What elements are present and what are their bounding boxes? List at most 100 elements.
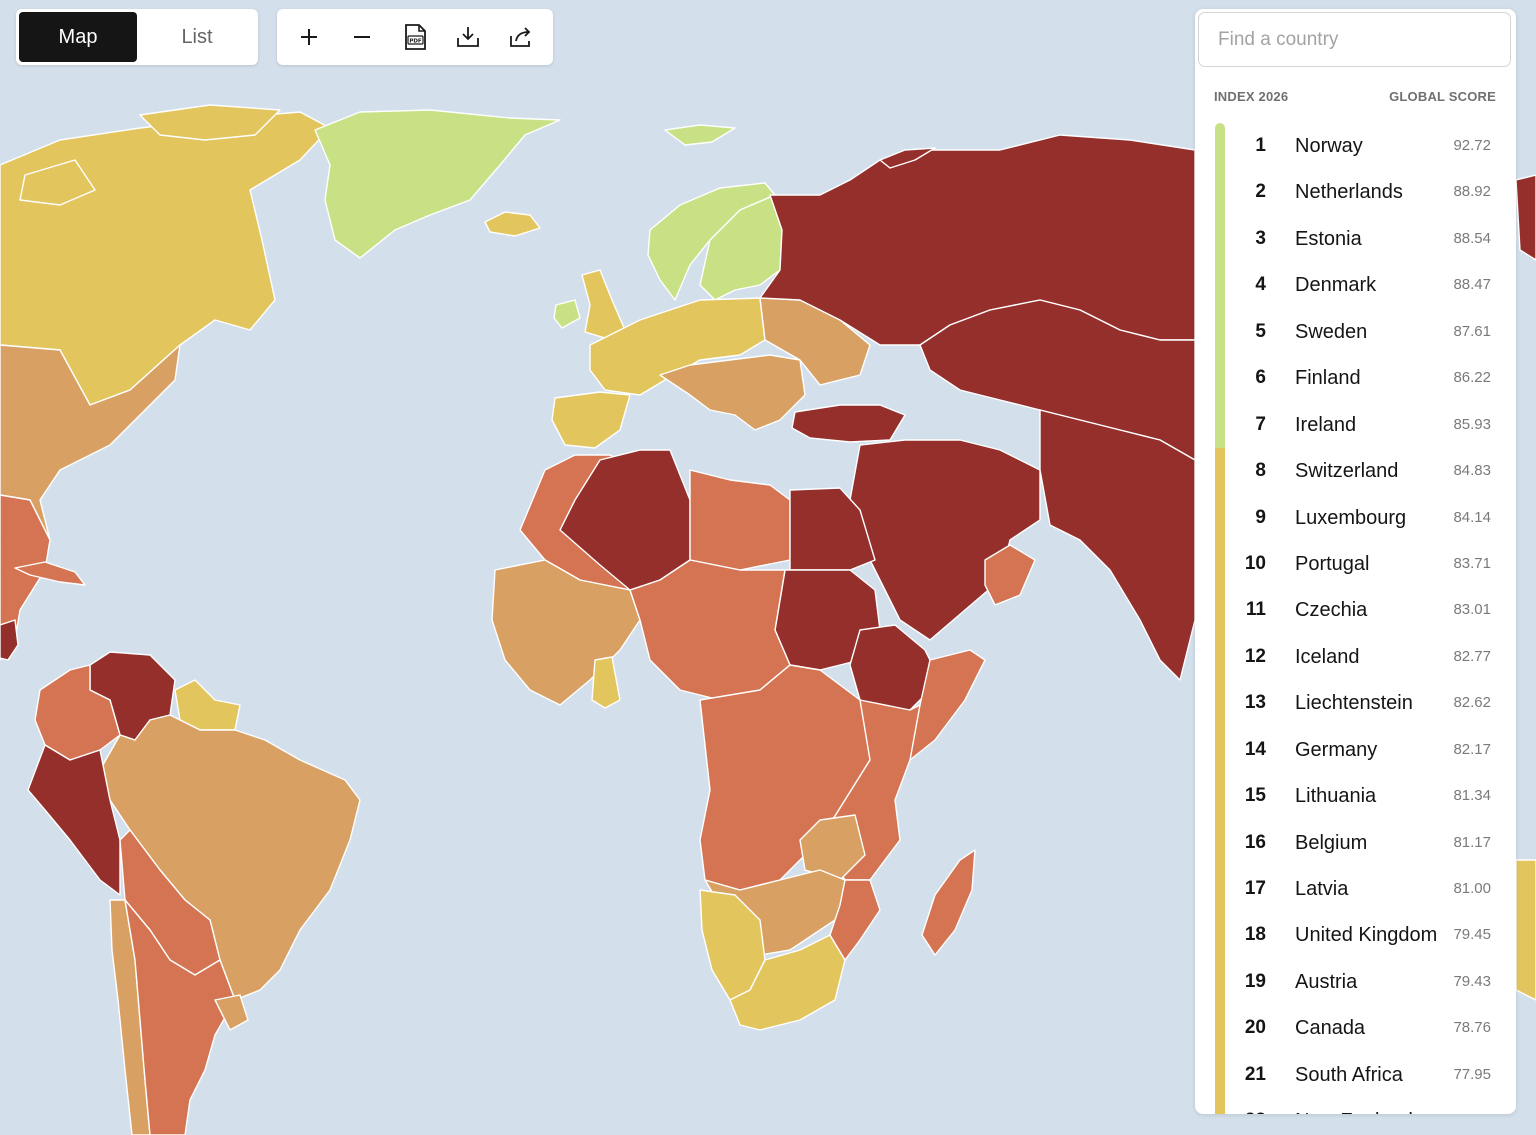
score-color-bar [1215, 308, 1225, 356]
map-region-uruguay[interactable] [214, 994, 249, 1031]
list-view-button[interactable]: List [181, 25, 213, 48]
download-button[interactable] [446, 15, 490, 59]
map-region-australia-edge[interactable] [1515, 859, 1536, 1001]
ranking-row[interactable]: 5 Sweden 87.61 [1195, 308, 1516, 356]
score-color-bar [1215, 169, 1225, 216]
global-score: 79.43 [1453, 972, 1491, 990]
map-region-ireland[interactable] [553, 299, 581, 329]
rank-number: 14 [1244, 738, 1266, 760]
ranking-row[interactable]: 16 Belgium 81.17 [1195, 819, 1516, 866]
rank-number: 9 [1255, 506, 1266, 528]
ranking-row[interactable]: 20 Canada 78.76 [1195, 1005, 1516, 1052]
map-region-novaya-zemlya[interactable] [879, 147, 936, 169]
ranking-row[interactable]: 12 Iceland 82.77 [1195, 633, 1516, 681]
rank-number: 22 [1240, 1110, 1266, 1114]
ranking-row[interactable]: 15 Lithuania 81.34 [1195, 773, 1516, 820]
ranking-row[interactable]: 1 Norway 92.72 [1195, 123, 1516, 170]
map-region-sweden-finland[interactable] [699, 194, 783, 301]
map-region-italy-balkans[interactable] [659, 354, 806, 431]
global-score: 84.83 [1453, 462, 1491, 480]
map-region-mozambique[interactable] [829, 879, 881, 961]
country-search-input[interactable] [1198, 12, 1511, 67]
map-region-svalbard[interactable] [664, 124, 736, 146]
ranking-row[interactable]: 4 Denmark 88.47 [1195, 262, 1516, 309]
map-region-madagascar[interactable] [921, 849, 976, 956]
ranking-row[interactable]: 21 South Africa 77.95 [1195, 1051, 1516, 1099]
rank-number: 4 [1255, 274, 1266, 296]
ranking-row[interactable]: 13 Liechtenstein 82.62 [1195, 680, 1516, 727]
map-region-oman[interactable] [984, 544, 1036, 606]
map-toolbar: PDF [277, 9, 553, 65]
map-region-arctic-islands[interactable] [19, 104, 281, 206]
rank-number: 7 [1255, 413, 1266, 435]
map-region-argentina[interactable] [124, 899, 236, 1135]
map-region-turkey[interactable] [791, 404, 906, 443]
country-name: Austria [1295, 970, 1358, 993]
global-score: 79.45 [1453, 926, 1491, 944]
zoom-in-button[interactable] [287, 15, 331, 59]
map-region-east-asia-edge[interactable] [1515, 174, 1536, 261]
rank-number: 10 [1244, 552, 1266, 574]
ranking-row[interactable]: 22 New Zealand 77.38 [1195, 1098, 1516, 1114]
map-region-uk[interactable] [581, 269, 626, 339]
country-name: Finland [1295, 367, 1361, 390]
index-column-header: INDEX 2026 [1214, 89, 1289, 104]
ranking-row[interactable]: 19 Austria 79.43 [1195, 958, 1516, 1006]
score-color-bar [1215, 912, 1225, 959]
country-name: Czechia [1295, 599, 1368, 622]
global-score: 83.01 [1453, 601, 1491, 619]
ranking-row[interactable]: 7 Ireland 85.93 [1195, 401, 1516, 449]
map-region-iberia[interactable] [551, 391, 631, 449]
map-region-middle-east[interactable] [849, 439, 1041, 641]
map-region-cuba[interactable] [14, 561, 86, 586]
country-name: Portugal [1295, 552, 1370, 575]
map-region-ghana[interactable] [591, 656, 621, 709]
global-score: 88.54 [1453, 229, 1491, 247]
pdf-file-icon: PDF [405, 24, 426, 50]
ranking-row[interactable]: 11 Czechia 83.01 [1195, 587, 1516, 634]
rank-number: 18 [1244, 924, 1266, 946]
global-score: 82.77 [1453, 647, 1491, 665]
ranking-row[interactable]: 9 Luxembourg 84.14 [1195, 494, 1516, 541]
ranking-row[interactable]: 10 Portugal 83.71 [1195, 540, 1516, 588]
map-region-south-asia[interactable] [1039, 409, 1196, 681]
rank-number: 21 [1244, 1063, 1266, 1085]
ranking-row[interactable]: 14 Germany 82.17 [1195, 726, 1516, 774]
ranking-row[interactable]: 8 Switzerland 84.83 [1195, 448, 1516, 495]
ranking-row[interactable]: 17 Latvia 81.00 [1195, 866, 1516, 913]
score-color-bar [1215, 773, 1225, 820]
rank-number: 8 [1255, 460, 1266, 482]
pdf-button[interactable]: PDF [393, 15, 437, 59]
ranking-row[interactable]: 2 Netherlands 88.92 [1195, 169, 1516, 216]
ranking-row[interactable]: 18 United Kingdom 79.45 [1195, 912, 1516, 959]
ranking-row[interactable]: 6 Finland 86.22 [1195, 355, 1516, 402]
score-color-bar [1215, 958, 1225, 1006]
rank-number: 20 [1244, 1017, 1266, 1039]
zoom-out-button[interactable] [340, 15, 384, 59]
share-button[interactable] [499, 15, 543, 59]
score-color-bar [1215, 401, 1225, 449]
ranking-panel: INDEX 2026 GLOBAL SCORE 1 Norway 92.72 2 Net… [1195, 9, 1516, 1114]
global-score: 92.72 [1453, 137, 1491, 154]
country-name: Germany [1295, 738, 1378, 761]
country-name: Estonia [1295, 227, 1362, 250]
global-score: 81.34 [1453, 787, 1491, 805]
global-score: 83.71 [1453, 554, 1491, 572]
ranking-list[interactable]: 1 Norway 92.72 2 Netherlands 88.92 3 Estonia 88.… [1195, 123, 1516, 1114]
country-name: Ireland [1295, 413, 1357, 436]
map-region-libya[interactable] [689, 469, 791, 571]
ranking-row[interactable]: 3 Estonia 88.54 [1195, 215, 1516, 263]
score-color-bar [1215, 680, 1225, 727]
map-region-western-europe[interactable] [589, 297, 766, 396]
global-score: 77.95 [1453, 1065, 1491, 1083]
map-region-nicaragua[interactable] [0, 619, 19, 661]
map-view-button[interactable]: Map [19, 12, 137, 62]
score-color-bar [1215, 866, 1225, 913]
map-region-iceland[interactable] [484, 211, 541, 237]
country-name: Denmark [1295, 274, 1377, 297]
rank-number: 17 [1244, 878, 1266, 899]
map-region-greenland[interactable] [314, 109, 561, 259]
country-name: Lithuania [1295, 785, 1377, 808]
global-score: 85.93 [1453, 415, 1491, 433]
